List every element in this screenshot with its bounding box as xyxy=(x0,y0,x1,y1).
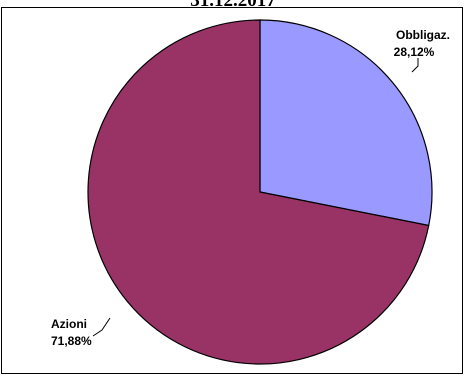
chart-frame xyxy=(1,7,463,374)
leader-line-obbligaz xyxy=(411,58,419,73)
leader-line-azioni xyxy=(92,317,111,337)
pie-slice-azioni xyxy=(87,19,430,365)
slice-label-azioni: Azioni xyxy=(51,317,87,331)
slice-value-azioni: 71,88% xyxy=(51,334,92,348)
chart-title: 31.12.2017 xyxy=(190,0,276,11)
pie-slice-obbligaz xyxy=(259,19,433,227)
slice-label-obbligaz: Obbligaz. xyxy=(396,28,450,42)
slice-value-obbligaz: 28,12% xyxy=(394,45,435,59)
